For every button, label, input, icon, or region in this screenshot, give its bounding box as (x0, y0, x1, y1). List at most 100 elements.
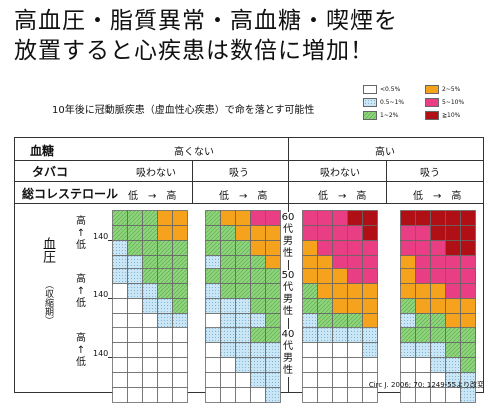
cholesterol-scale-4: 低 → 高 (413, 191, 462, 202)
risk-cell (415, 268, 431, 284)
risk-cell (250, 283, 266, 299)
risk-cell (172, 327, 188, 343)
risk-cell (347, 298, 363, 314)
risk-cell (235, 342, 251, 358)
subtitle: 10年後に冠動脈疾患（虚血性心疾患）で命を落とす可能性 (52, 105, 315, 116)
risk-cell (265, 342, 281, 358)
table-header-bottom (14, 203, 484, 204)
bp-140-tick (108, 357, 112, 358)
risk-cell (445, 225, 461, 241)
risk-cell (127, 372, 143, 388)
risk-cell (400, 298, 416, 314)
risk-cell (250, 225, 266, 241)
risk-cell (445, 210, 461, 226)
table-left-border (14, 137, 15, 393)
risk-grid (205, 327, 281, 403)
risk-cell (205, 240, 221, 256)
risk-cell (362, 327, 378, 343)
risk-cell (362, 283, 378, 299)
risk-cell (317, 327, 333, 343)
risk-cell (430, 283, 446, 299)
age-label-part: 性 (283, 248, 293, 259)
title-line-2: 放置すると心疾患は数倍に増加！ (14, 38, 374, 64)
risk-cell (235, 268, 251, 284)
risk-cell (430, 268, 446, 284)
risk-cell (157, 372, 173, 388)
risk-cell (347, 342, 363, 358)
risk-cell (127, 210, 143, 226)
cholesterol-scale-3: 低 → 高 (318, 191, 367, 202)
risk-cell (265, 357, 281, 373)
risk-cell (400, 240, 416, 256)
risk-cell (415, 283, 431, 299)
risk-cell (112, 342, 128, 358)
risk-cell (250, 298, 266, 314)
risk-cell (430, 327, 446, 343)
risk-cell (317, 342, 333, 358)
risk-cell (332, 327, 348, 343)
age-label-part: 60 (281, 212, 295, 223)
risk-cell (235, 240, 251, 256)
bp-arrow-part: 高 (76, 216, 86, 227)
risk-cell (220, 327, 236, 343)
age-label-part: 代 (283, 282, 293, 293)
risk-cell (265, 225, 281, 241)
risk-cell (205, 342, 221, 358)
risk-cell (332, 387, 348, 403)
table-col-divider (386, 160, 387, 203)
risk-cell (220, 387, 236, 403)
risk-cell (415, 357, 431, 373)
risk-cell (157, 268, 173, 284)
bp-arrow-part: ↑ (76, 228, 86, 239)
risk-cell (332, 268, 348, 284)
age-label-part: 性 (283, 365, 293, 376)
risk-cell (112, 372, 128, 388)
risk-cell (302, 268, 318, 284)
risk-cell (157, 210, 173, 226)
risk-cell (172, 240, 188, 256)
tobacco-label: タバコ (32, 165, 69, 179)
risk-cell (362, 342, 378, 358)
risk-cell (220, 225, 236, 241)
table-row-divider (14, 181, 484, 182)
risk-cell (400, 210, 416, 226)
risk-cell (302, 327, 318, 343)
risk-cell (142, 283, 158, 299)
blood-sugar-not-high: 高くない (174, 147, 214, 158)
risk-cell (265, 210, 281, 226)
risk-cell (332, 225, 348, 241)
risk-cell (317, 372, 333, 388)
risk-cell (302, 240, 318, 256)
risk-cell (302, 357, 318, 373)
bp-arrow-part: ↑ (76, 345, 86, 356)
risk-cell (235, 283, 251, 299)
bp-arrow-label: 高 ↑ 低 (74, 333, 88, 369)
risk-cell (362, 268, 378, 284)
risk-cell (142, 327, 158, 343)
risk-grid (112, 327, 188, 403)
risk-cell (362, 225, 378, 241)
risk-cell (445, 283, 461, 299)
risk-cell (430, 342, 446, 358)
risk-cell (347, 210, 363, 226)
risk-cell (127, 387, 143, 403)
cholesterol-scale-2: 低 → 高 (219, 191, 268, 202)
risk-cell (347, 387, 363, 403)
legend-label: 5~10% (442, 99, 465, 106)
bp-value-140: 140 (93, 232, 109, 241)
risk-cell (220, 283, 236, 299)
risk-cell (415, 240, 431, 256)
risk-cell (347, 225, 363, 241)
risk-cell (112, 225, 128, 241)
risk-cell (460, 357, 476, 373)
risk-cell (205, 298, 221, 314)
risk-cell (220, 240, 236, 256)
risk-cell (460, 283, 476, 299)
risk-cell (127, 327, 143, 343)
risk-cell (142, 342, 158, 358)
risk-cell (112, 268, 128, 284)
bp-140-tick (108, 240, 112, 241)
risk-cell (250, 268, 266, 284)
table-top-border (14, 137, 484, 138)
legend-swatch (425, 98, 439, 107)
